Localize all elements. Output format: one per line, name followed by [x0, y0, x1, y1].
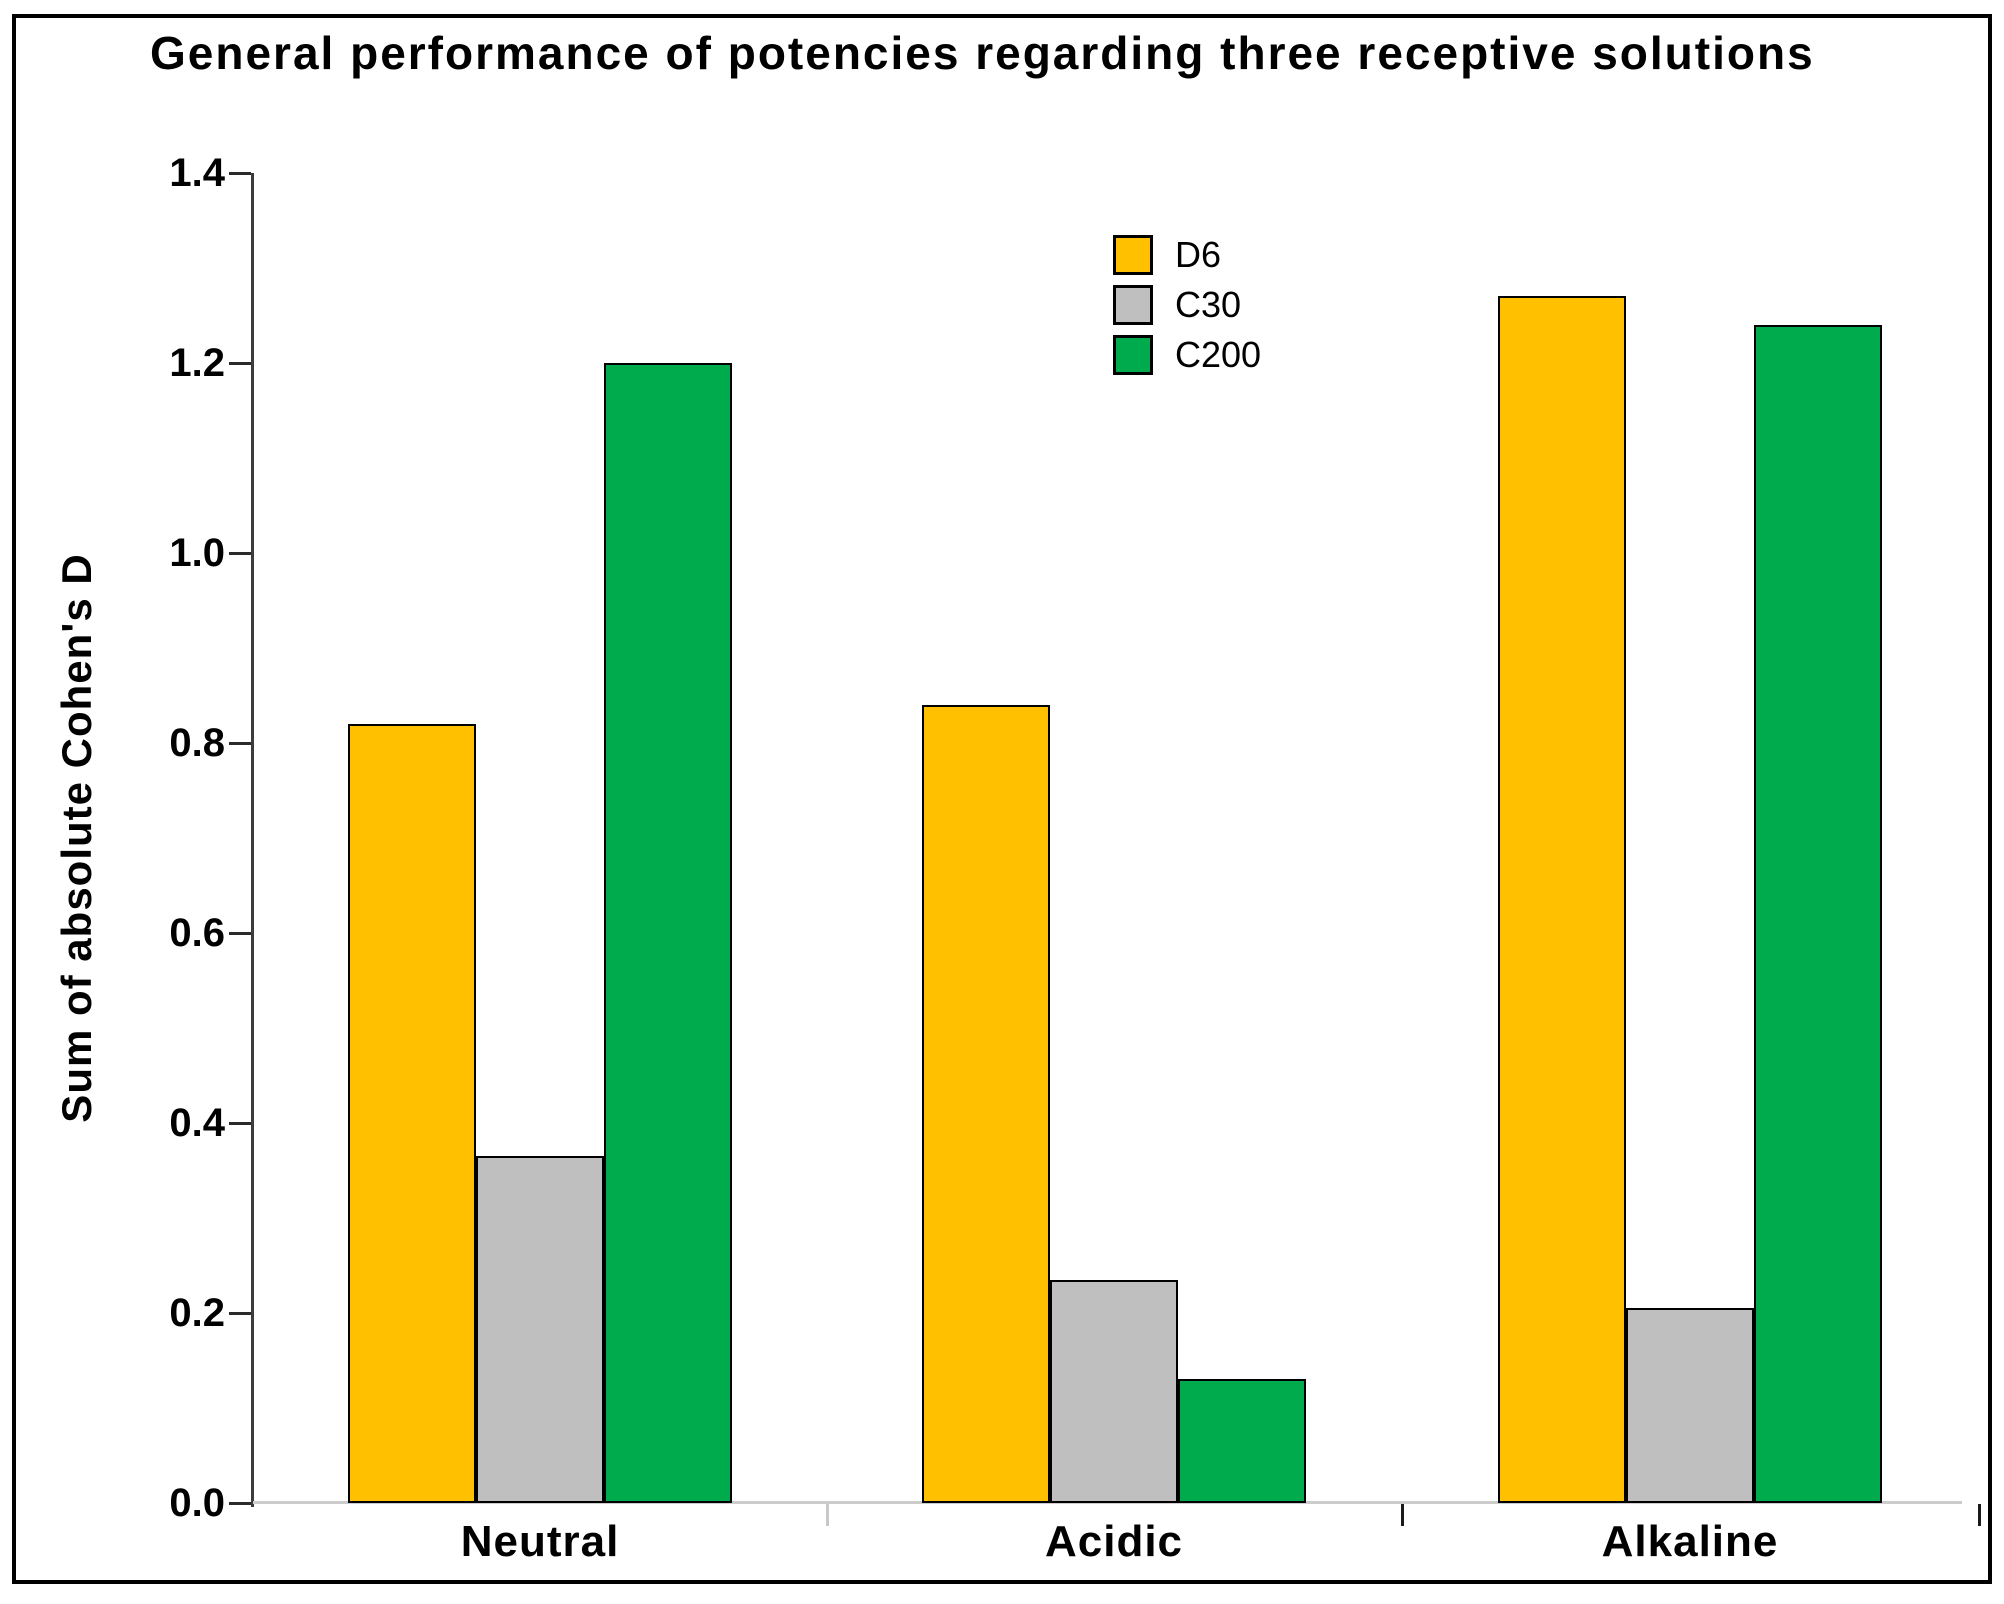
y-tick-mark	[229, 932, 251, 935]
y-tick-label: 0.0	[169, 1481, 225, 1525]
legend-item-c30: C30	[1113, 280, 1261, 330]
legend-swatch-c30	[1113, 285, 1153, 325]
legend-item-c200: C200	[1113, 330, 1261, 380]
legend-label-c200: C200	[1175, 334, 1262, 375]
y-tick-mark	[229, 1312, 251, 1315]
bar-acidic-c200	[1178, 1379, 1306, 1503]
y-tick-label: 1.4	[169, 151, 225, 195]
y-tick-mark	[229, 1122, 251, 1125]
legend-swatch-c200	[1113, 335, 1153, 375]
y-axis-line	[251, 173, 254, 1507]
bar-acidic-c30	[1050, 1280, 1178, 1503]
x-category-label-alkaline: Alkaline	[1601, 1517, 1779, 1566]
x-category-label-acidic: Acidic	[1044, 1517, 1184, 1566]
x-axis-separator-tick	[1401, 1504, 1404, 1526]
y-tick-label: 1.0	[169, 531, 225, 575]
legend-swatch-d6	[1113, 235, 1153, 275]
bar-neutral-d6	[348, 724, 476, 1503]
bar-alkaline-c30	[1626, 1308, 1754, 1503]
legend-item-d6: D6	[1113, 230, 1261, 280]
legend-label-d6: D6	[1175, 234, 1222, 275]
y-tick-label: 0.6	[169, 911, 225, 955]
y-tick-mark	[229, 1502, 251, 1505]
bar-alkaline-c200	[1754, 325, 1882, 1503]
bar-alkaline-d6	[1498, 296, 1626, 1503]
y-tick-label: 1.2	[169, 341, 225, 385]
y-tick-label: 0.8	[169, 721, 225, 765]
x-category-label-neutral: Neutral	[460, 1517, 620, 1566]
bar-neutral-c200	[604, 363, 732, 1503]
chart-title: General performance of potencies regardi…	[150, 27, 1815, 79]
x-axis-separator-tick	[826, 1504, 829, 1526]
bar-neutral-c30	[476, 1156, 604, 1503]
x-axis-separator-tick	[1978, 1504, 1981, 1526]
y-tick-mark	[229, 362, 251, 365]
legend-label-c30: C30	[1175, 284, 1242, 325]
y-tick-mark	[229, 742, 251, 745]
y-tick-mark	[229, 172, 251, 175]
y-tick-label: 0.4	[169, 1101, 225, 1145]
y-tick-mark	[229, 552, 251, 555]
legend: D6 C30 C200	[1113, 230, 1261, 380]
y-tick-label: 0.2	[169, 1291, 225, 1335]
bar-acidic-d6	[922, 705, 1050, 1503]
